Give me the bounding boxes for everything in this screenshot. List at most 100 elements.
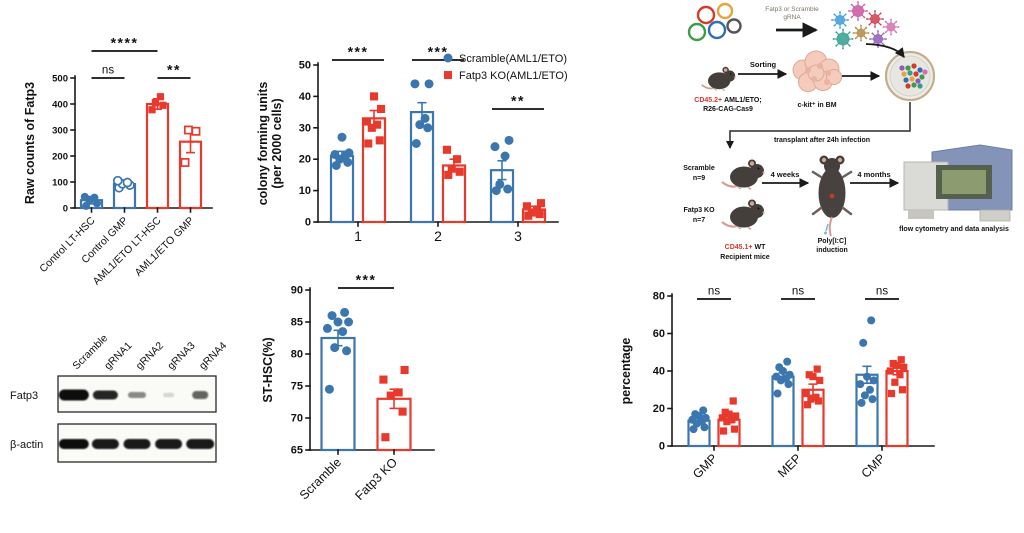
data-point [80,192,89,201]
chart-svg-percentage: 0 20 40 60 80 percentage GMP MEP CMP ns ns ns [619,286,935,481]
flow-cytometer-icon [903,144,1013,222]
chart-raw-counts-fatp3: 0 100 200 300 400 500 Raw counts of Fatp3 Contr… [14,6,252,317]
x-category-label: Control LT-HSC [37,214,98,275]
data-point [803,401,812,409]
data-point [886,367,894,375]
data-point [813,365,821,373]
plasmid-label: Fatp3 or Scramble [765,6,819,13]
data-point [344,148,354,158]
blot-band [58,389,89,401]
flow-label: flow cytometry and data analysis [899,226,1009,233]
blot-row-label: β-actin [10,439,43,451]
blot-band [192,391,209,399]
y-tick-label: 75 [291,381,303,393]
data-point [863,372,871,381]
blot-band [123,439,151,449]
arrow-virus-to-dish [865,43,905,58]
data-point [536,199,546,208]
data-point [342,346,352,356]
data-point [376,104,386,114]
data-point [373,120,382,129]
blot-lane-label: gRNA2 [134,340,167,373]
x-category-label: 1 [354,228,362,244]
x-category-label: CMP [859,451,889,481]
y-tick-label: 65 [291,445,303,457]
experiment-workflow-diagram: Fatp3 or Scramble gRNA Sorting CD45.2+ AM… [683,1,1013,261]
blot-band [155,439,183,449]
data-point [455,167,464,176]
data-point [447,164,456,173]
data-point [533,205,542,214]
data-point [785,370,794,379]
data-point [867,316,876,325]
data-point [729,397,737,405]
data-point [718,414,726,422]
data-point [691,410,700,419]
data-point [816,376,824,384]
data-point [394,388,403,397]
donor-mouse-label-2: R26-CAG-Cas9 [703,106,753,113]
data-point [887,389,896,398]
data-point [159,101,167,109]
western-blot-panel: Scramble gRNA1 gRNA2 gRNA3 gRNA4 Fatp3 β-actin [8,318,256,499]
data-point [719,427,728,435]
data-point [151,99,159,107]
x-category-label: GMP [690,451,720,481]
data-point [783,357,792,366]
legend-marker [444,71,452,79]
x-category-label: Scramble [297,455,344,502]
bar [145,102,170,210]
transplant-label: transplant after 24h infection [774,137,870,144]
sorting-label: Sorting [750,60,777,69]
data-point [728,416,736,424]
data-point [898,386,907,394]
significance-label: **** [111,35,139,51]
recipient-mouse-icon [721,199,765,231]
data-point [367,123,376,132]
ckit-label: c-kit⁺ in BM [797,102,836,109]
data-point [375,136,384,145]
data-point [868,395,877,404]
data-point [337,132,347,142]
chart-svg-raw_counts: 0 100 200 300 400 500 Raw counts of Fatp3Contr… [23,35,213,288]
data-point [423,123,433,133]
mouse-ventral-icon [811,155,853,237]
donor-mouse-icon [701,66,736,92]
donor-mouse-label: CD45.2+ AML1/ETO; [694,97,761,104]
data-point [889,359,897,368]
data-point [891,378,899,386]
group1-label: Scramble [683,165,715,172]
plasmid-icon [687,22,707,42]
data-point [732,412,740,420]
blot-band [186,439,215,449]
data-point [410,79,420,89]
data-point [859,338,868,347]
recipient-mouse-icon [721,159,765,191]
data-point [490,142,500,152]
data-point [442,145,452,154]
y-tick-label: 200 [52,152,68,163]
data-point [333,317,343,327]
y-tick-label: 10 [299,185,311,197]
y-axis-label: ST-HSC(%) [261,337,275,402]
data-point [148,106,156,114]
data-point [495,179,505,189]
data-point [112,175,123,186]
y-tick-label: 400 [52,100,68,111]
data-point [699,406,708,415]
data-point [805,371,813,379]
recipient-label-2: Recipient mice [720,254,770,261]
y-tick-label: 20 [653,403,665,415]
group2-label: Fatp3 KO [683,207,715,214]
significance-label: *** [356,272,377,288]
significance-label: *** [428,44,449,60]
data-point [772,372,781,381]
y-tick-label: 20 [299,154,311,166]
data-point [398,407,407,416]
significance-label: *** [348,44,369,60]
x-category-label: 3 [514,228,522,244]
virus-icon [832,28,854,50]
chart-svg-st_hsc: 65 70 75 80 85 90 ST-HSC(%) Scramble Fatp3 KO *** [261,272,435,503]
significance-label: ns [708,286,720,298]
y-tick-label: 100 [52,178,68,189]
